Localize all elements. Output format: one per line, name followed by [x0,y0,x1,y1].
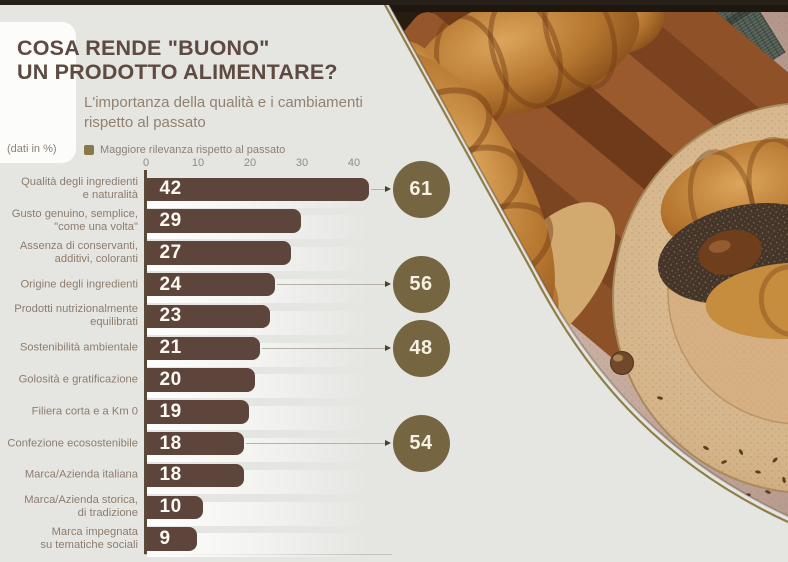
bar-value-label: 24 [159,273,182,295]
bar-value-label: 42 [159,178,182,200]
arrow-right-icon [385,344,391,351]
bar: 9 [146,527,198,551]
callout-arrow-line [370,188,386,190]
callout-arrow-line [277,284,386,286]
page-subtitle-line2: rispetto al passato [84,113,206,131]
bar: 29 [146,209,302,233]
bar: 20 [146,368,255,392]
y-axis-line [144,170,147,554]
callout-value: 48 [409,336,433,359]
category-label: Golosità e gratificazione [18,373,138,386]
category-label: Confezione ecosostenibile [7,437,138,450]
photo-edge-accent-line [381,0,788,523]
axis-tick-label: 20 [243,157,257,169]
page-subtitle-line1: L'importanza della qualità e i cambiamen… [84,94,363,111]
axis-tick-label: 0 [142,157,150,169]
bar-value-label: 23 [159,305,182,327]
bar: 18 [146,431,245,456]
axis-tick-label: 40 [347,157,361,169]
bar-value-label: 18 [159,464,182,486]
bar-value-label: 27 [159,241,182,263]
arrow-right-icon [385,281,391,288]
category-label: Prodotti nutrizionalmente equilibrati [14,303,138,329]
bar: 27 [146,241,291,265]
category-label: Assenza di conservanti, additivi, colora… [19,239,138,265]
page-title-line1: COSA RENDE "BUONO" [17,36,270,60]
callout-arrow-line [261,347,386,349]
arrow-right-icon [385,440,391,447]
photo-edge-shadow [385,0,788,518]
page-title: COSA RENDE "BUONO" UN PRODOTTO ALIMENTAR… [17,36,338,84]
category-label: Qualità degli ingredienti e naturalità [21,176,138,202]
callout-value: 54 [409,432,433,455]
legend-swatch-icon [84,145,94,155]
axis-tick-label: 30 [295,157,309,169]
bar: 23 [146,304,271,329]
category-label: Gusto genuino, semplice, "come una volta… [11,208,138,234]
callout-arrow-line [246,443,386,445]
bar-value-label: 18 [159,432,182,454]
callout-value: 56 [409,273,433,296]
bar: 18 [146,463,245,488]
category-label: Filiera corta e a Km 0 [31,405,138,418]
callout-circle: 48 [392,319,450,377]
bar-value-label: 19 [159,400,182,422]
callout-circle: 56 [392,256,450,314]
legend: Maggiore rilevanza rispetto al passato [84,144,285,156]
bar: 19 [146,400,250,424]
category-label: Marca/Azienda italiana [24,468,138,481]
data-unit-note: (dati in %) [7,143,57,155]
legend-label: Maggiore rilevanza rispetto al passato [100,144,286,156]
callout-circle: 54 [392,415,450,473]
bar: 24 [146,272,276,297]
title-background-card [0,22,76,163]
bar-value-label: 21 [159,337,182,359]
callout-value: 61 [409,177,433,200]
bar: 21 [146,336,260,360]
bar-value-label: 20 [159,369,182,391]
photo-hazelnut [610,351,634,375]
page-subtitle: L'importanza della qualità e i cambiamen… [84,93,363,132]
top-accent-bar [0,0,788,5]
bar-value-label: 29 [159,210,182,232]
arrow-right-icon [385,185,391,192]
category-label: Marca/Azienda storica, di tradizione [24,494,138,520]
bar-value-label: 10 [159,496,182,518]
category-label: Origine degli ingredienti [20,278,138,291]
callout-circle: 61 [392,160,450,218]
axis-tick-label: 10 [191,157,205,169]
bar-value-label: 9 [159,528,171,550]
bar: 10 [146,495,203,519]
category-label: Sostenibilità ambientale [19,341,138,354]
category-label: Marca impegnata su tematiche sociali [40,526,138,552]
page-title-line2: UN PRODOTTO ALIMENTARE? [17,60,338,84]
bar: 42 [146,177,369,201]
